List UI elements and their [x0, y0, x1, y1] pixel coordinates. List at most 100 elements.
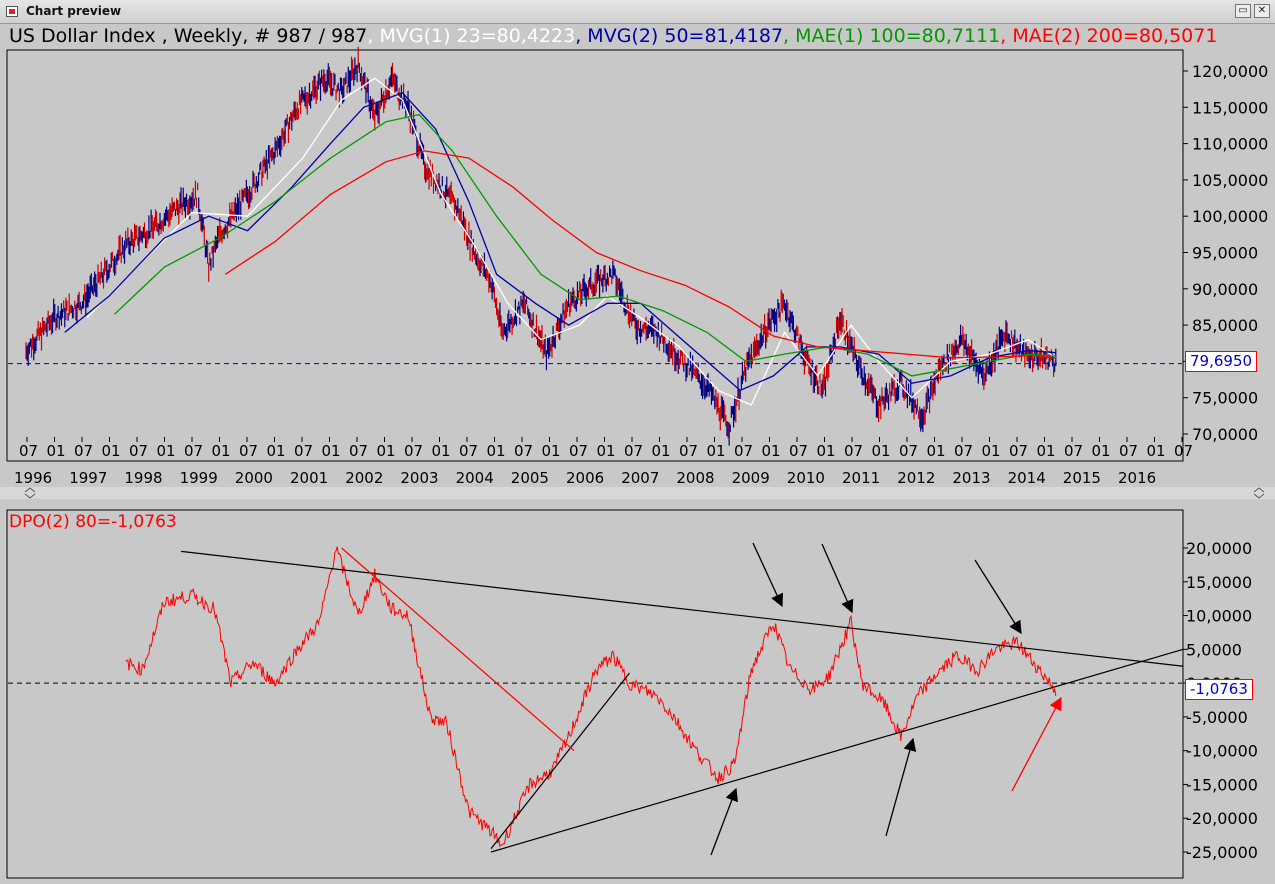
mvg1-line — [86, 77, 1057, 406]
year-label: 2007 — [621, 469, 659, 487]
year-label: 2011 — [842, 469, 880, 487]
mvg2-line — [64, 92, 1056, 392]
mae1-label: MAE(1) 100=80,7111 — [795, 25, 1001, 47]
dpo-ytick-label: -25,0000 — [1186, 843, 1258, 862]
price-panel-frame — [6, 49, 1184, 462]
x-tick-label: 01 — [1147, 442, 1166, 460]
year-label: 2006 — [566, 469, 604, 487]
annotation-arrow — [710, 787, 738, 856]
x-tick-label: 07 — [899, 442, 918, 460]
app-icon — [6, 6, 18, 17]
collapse-up-icon — [1253, 487, 1265, 493]
x-tick-label: 07 — [734, 442, 753, 460]
x-tick-label: 07 — [239, 442, 258, 460]
dpo-ytick-label: 20,0000 — [1186, 539, 1252, 558]
dpo-ytick-label: 5,0000 — [1186, 640, 1242, 659]
splitter-bar — [0, 487, 1275, 499]
x-tick-label: 01 — [377, 442, 396, 460]
year-label: 2000 — [235, 469, 273, 487]
x-tick-label: 07 — [294, 442, 313, 460]
collapse-down-icon — [1253, 493, 1265, 499]
dpo-panel — [8, 542, 1184, 856]
window-titlebar: Chart preview ▭ ✕ — [0, 0, 1275, 24]
x-tick-label: 07 — [1064, 442, 1083, 460]
year-label: 2003 — [400, 469, 438, 487]
dpo-ytick-label: -5,0000 — [1186, 708, 1248, 727]
x-tick-label: 01 — [927, 442, 946, 460]
year-label: 2014 — [1008, 469, 1046, 487]
year-label: 1998 — [124, 469, 162, 487]
year-label: 2008 — [676, 469, 714, 487]
x-tick-label: 01 — [322, 442, 341, 460]
price-ytick-label: 75,0000 — [1192, 389, 1258, 408]
panel-splitter[interactable] — [0, 487, 1275, 499]
x-tick-label: 01 — [707, 442, 726, 460]
resistance-trendline — [180, 550, 1184, 667]
mvg1-label: MVG(1) 23=80,4223 — [379, 25, 576, 47]
price-ytick-label: 85,0000 — [1192, 316, 1258, 335]
x-tick-label: 07 — [129, 442, 148, 460]
x-tick-label: 01 — [817, 442, 836, 460]
x-tick-label: 01 — [542, 442, 561, 460]
annotation-arrow — [821, 543, 854, 614]
x-tick-label: 01 — [872, 442, 891, 460]
last-dpo-badge: -1,0763 — [1185, 679, 1253, 700]
x-tick-label: 01 — [762, 442, 781, 460]
dpo-ytick-label: -20,0000 — [1186, 809, 1258, 828]
price-ytick-label: 105,0000 — [1192, 171, 1268, 190]
x-tick-label: 07 — [679, 442, 698, 460]
x-tick-label: 01 — [157, 442, 176, 460]
x-tick-label: 01 — [1037, 442, 1056, 460]
annotation-arrow — [885, 737, 917, 837]
close-button[interactable]: ✕ — [1254, 4, 1270, 18]
x-tick-label: 01 — [212, 442, 231, 460]
x-tick-label: 01 — [47, 442, 66, 460]
x-tick-label: 01 — [597, 442, 616, 460]
dpo-ytick-label: -15,0000 — [1186, 775, 1258, 794]
x-tick-label: 07 — [1119, 442, 1138, 460]
last-price-badge: 79,6950 — [1185, 351, 1258, 372]
collapse-up-icon — [24, 487, 36, 493]
x-tick-label: 07 — [569, 442, 588, 460]
x-tick-label: 07 — [1174, 442, 1193, 460]
price-ytick-label: 120,0000 — [1192, 62, 1268, 81]
maximize-button[interactable]: ▭ — [1235, 4, 1251, 18]
dpo-ytick-label: 15,0000 — [1186, 573, 1252, 592]
dpo-ytick-label: -10,0000 — [1186, 742, 1258, 761]
price-ytick-label: 90,0000 — [1192, 280, 1258, 299]
breakdown-trendline — [341, 547, 575, 752]
annotation-arrow — [1011, 696, 1062, 792]
mae1-line — [114, 113, 1056, 377]
year-label: 2002 — [345, 469, 383, 487]
x-tick-label: 01 — [487, 442, 506, 460]
x-tick-label: 01 — [432, 442, 451, 460]
annotation-arrow — [752, 542, 784, 608]
price-panel — [8, 46, 1182, 446]
dpo-header: DPO(2) 80=-1,0763 — [9, 512, 177, 532]
symbol-label: US Dollar Index , Weekly, # 987 / 987 — [9, 25, 368, 47]
dpo-panel-frame — [6, 509, 1184, 879]
year-label: 2009 — [732, 469, 770, 487]
mae2-label: MAE(2) 200=80,5071 — [1012, 25, 1218, 47]
dpo-line — [125, 546, 1057, 848]
price-ytick-label: 100,0000 — [1192, 207, 1268, 226]
x-tick-label: 07 — [514, 442, 533, 460]
year-label: 2010 — [787, 469, 825, 487]
x-tick-label: 07 — [349, 442, 368, 460]
x-tick-label: 07 — [459, 442, 478, 460]
window-title: Chart preview — [26, 4, 122, 18]
year-label: 2012 — [897, 469, 935, 487]
price-ytick-label: 95,0000 — [1192, 244, 1258, 263]
x-tick-label: 07 — [404, 442, 423, 460]
year-label: 1996 — [14, 469, 52, 487]
x-tick-label: 07 — [1009, 442, 1028, 460]
chart-canvas[interactable]: 120,0000 115,0000 110,0000 105,0000 100,0000… — [0, 24, 1275, 884]
year-label: 2001 — [290, 469, 328, 487]
dpo-ytick-label: 10,0000 — [1186, 607, 1252, 626]
x-tick-label: 07 — [844, 442, 863, 460]
mae2-line — [224, 150, 1056, 359]
x-tick-label: 07 — [184, 442, 203, 460]
year-label: 2013 — [952, 469, 990, 487]
x-tick-label: 01 — [1092, 442, 1111, 460]
year-label: 2015 — [1063, 469, 1101, 487]
